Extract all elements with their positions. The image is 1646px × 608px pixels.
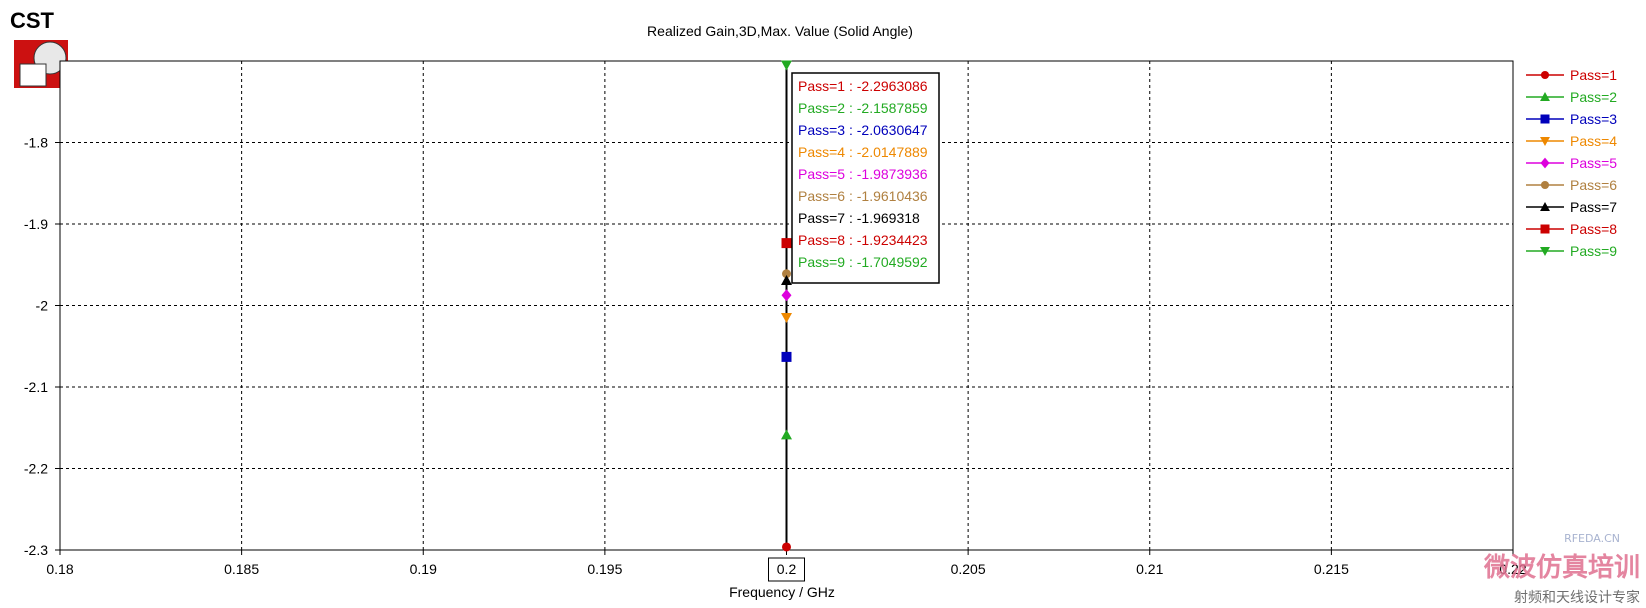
x-axis-label: Frequency / GHz xyxy=(729,584,835,600)
x-tick-label: 0.215 xyxy=(1314,561,1349,577)
watermark-title: 微波仿真培训 xyxy=(1483,552,1640,583)
watermark-subtitle: 射频和天线设计专家 xyxy=(1514,589,1640,606)
data-point-pass-9 xyxy=(781,60,792,71)
x-tick-label: 0.18 xyxy=(46,561,73,577)
annotation-line: Pass=6 : -1.9610436 xyxy=(798,188,928,204)
legend-label: Pass=5 xyxy=(1570,155,1617,171)
data-point-pass-6 xyxy=(782,269,791,279)
y-tick-label: -2 xyxy=(36,298,49,314)
annotation-line: Pass=9 : -1.7049592 xyxy=(798,254,928,270)
data-point-pass-2 xyxy=(781,429,792,440)
x-tick-label: 0.22 xyxy=(1499,561,1526,577)
logo-text: CST xyxy=(10,8,55,33)
cst-logo: CST xyxy=(10,8,68,88)
x-axis: 0.18 0.185 0.19 0.195 0.2 0.205 0.21 0.215 0.22 xyxy=(46,550,1527,582)
chart-title: Realized Gain,3D,Max. Value (Solid Angle… xyxy=(647,23,913,39)
legend-marker xyxy=(1540,202,1550,212)
legend-label: Pass=4 xyxy=(1570,133,1617,149)
legend-label: Pass=1 xyxy=(1570,67,1617,83)
annotation-line: Pass=2 : -2.1587859 xyxy=(798,100,928,116)
annotation-line: Pass=1 : -2.2963086 xyxy=(798,78,928,94)
legend-label: Pass=6 xyxy=(1570,177,1617,193)
y-tick-label: -1.9 xyxy=(24,216,48,232)
annotation-frame xyxy=(791,72,940,284)
annotation-line: Pass=3 : -2.0630647 xyxy=(798,122,928,138)
legend-label: Pass=3 xyxy=(1570,111,1617,127)
annotation-line: Pass=4 : -2.0147889 xyxy=(798,144,928,160)
y-tick-label: -2.3 xyxy=(24,542,48,558)
legend-label: Pass=8 xyxy=(1570,221,1617,237)
annotation-line: Pass=7 : -1.969318 xyxy=(798,210,920,226)
legend-label: Pass=2 xyxy=(1570,89,1617,105)
annotation-line: Pass=5 : -1.9873936 xyxy=(798,166,928,182)
data-point-pass-8 xyxy=(781,238,792,249)
logo-cube-icon xyxy=(19,63,47,87)
legend-marker xyxy=(1540,224,1550,234)
watermark-url: RFEDA.CN xyxy=(1564,532,1620,545)
data-point-pass-3 xyxy=(781,351,792,362)
annotation-line: Pass=8 : -1.9234423 xyxy=(798,232,928,248)
y-tick-label: -2.2 xyxy=(24,461,48,477)
data-point-pass-5 xyxy=(781,289,792,302)
legend-marker xyxy=(1540,114,1550,124)
legend-marker xyxy=(1540,92,1550,102)
watermark: RFEDA.CN 微波仿真培训 射频和天线设计专家 xyxy=(1483,532,1640,606)
x-tick-label: 0.19 xyxy=(410,561,437,577)
legend-marker xyxy=(1540,157,1550,169)
data-markers xyxy=(781,60,792,552)
legend-marker xyxy=(1540,246,1550,256)
legend-marker xyxy=(1540,180,1550,190)
legend-label: Pass=9 xyxy=(1570,243,1617,259)
x-tick-label: 0.2 xyxy=(777,561,797,577)
value-annotation-box: Pass=1 : -2.2963086 Pass=2 : -2.1587859 Pa… xyxy=(791,72,940,284)
x-tick-label: 0.21 xyxy=(1136,561,1163,577)
x-tick-label: 0.205 xyxy=(951,561,986,577)
x-tick-highlight-box xyxy=(768,557,805,582)
data-point-pass-4 xyxy=(781,313,792,324)
data-point-pass-1 xyxy=(782,542,791,552)
y-tick-label: -2.1 xyxy=(24,379,48,395)
y-axis: -2.3 -2.2 -2.1 -2 -1.9 -1.8 xyxy=(24,135,60,558)
data-point-pass-7 xyxy=(781,274,792,285)
legend-marker xyxy=(1540,136,1550,146)
x-tick-label: 0.195 xyxy=(587,561,622,577)
y-tick-label: -1.8 xyxy=(24,135,48,151)
x-tick-label: 0.185 xyxy=(224,561,259,577)
legend: Pass=1 Pass=2 Pass=3 Pass=4 Pass=5 Pass=6 Pass… xyxy=(1526,67,1617,259)
legend-marker xyxy=(1540,70,1550,80)
legend-label: Pass=7 xyxy=(1570,199,1617,215)
